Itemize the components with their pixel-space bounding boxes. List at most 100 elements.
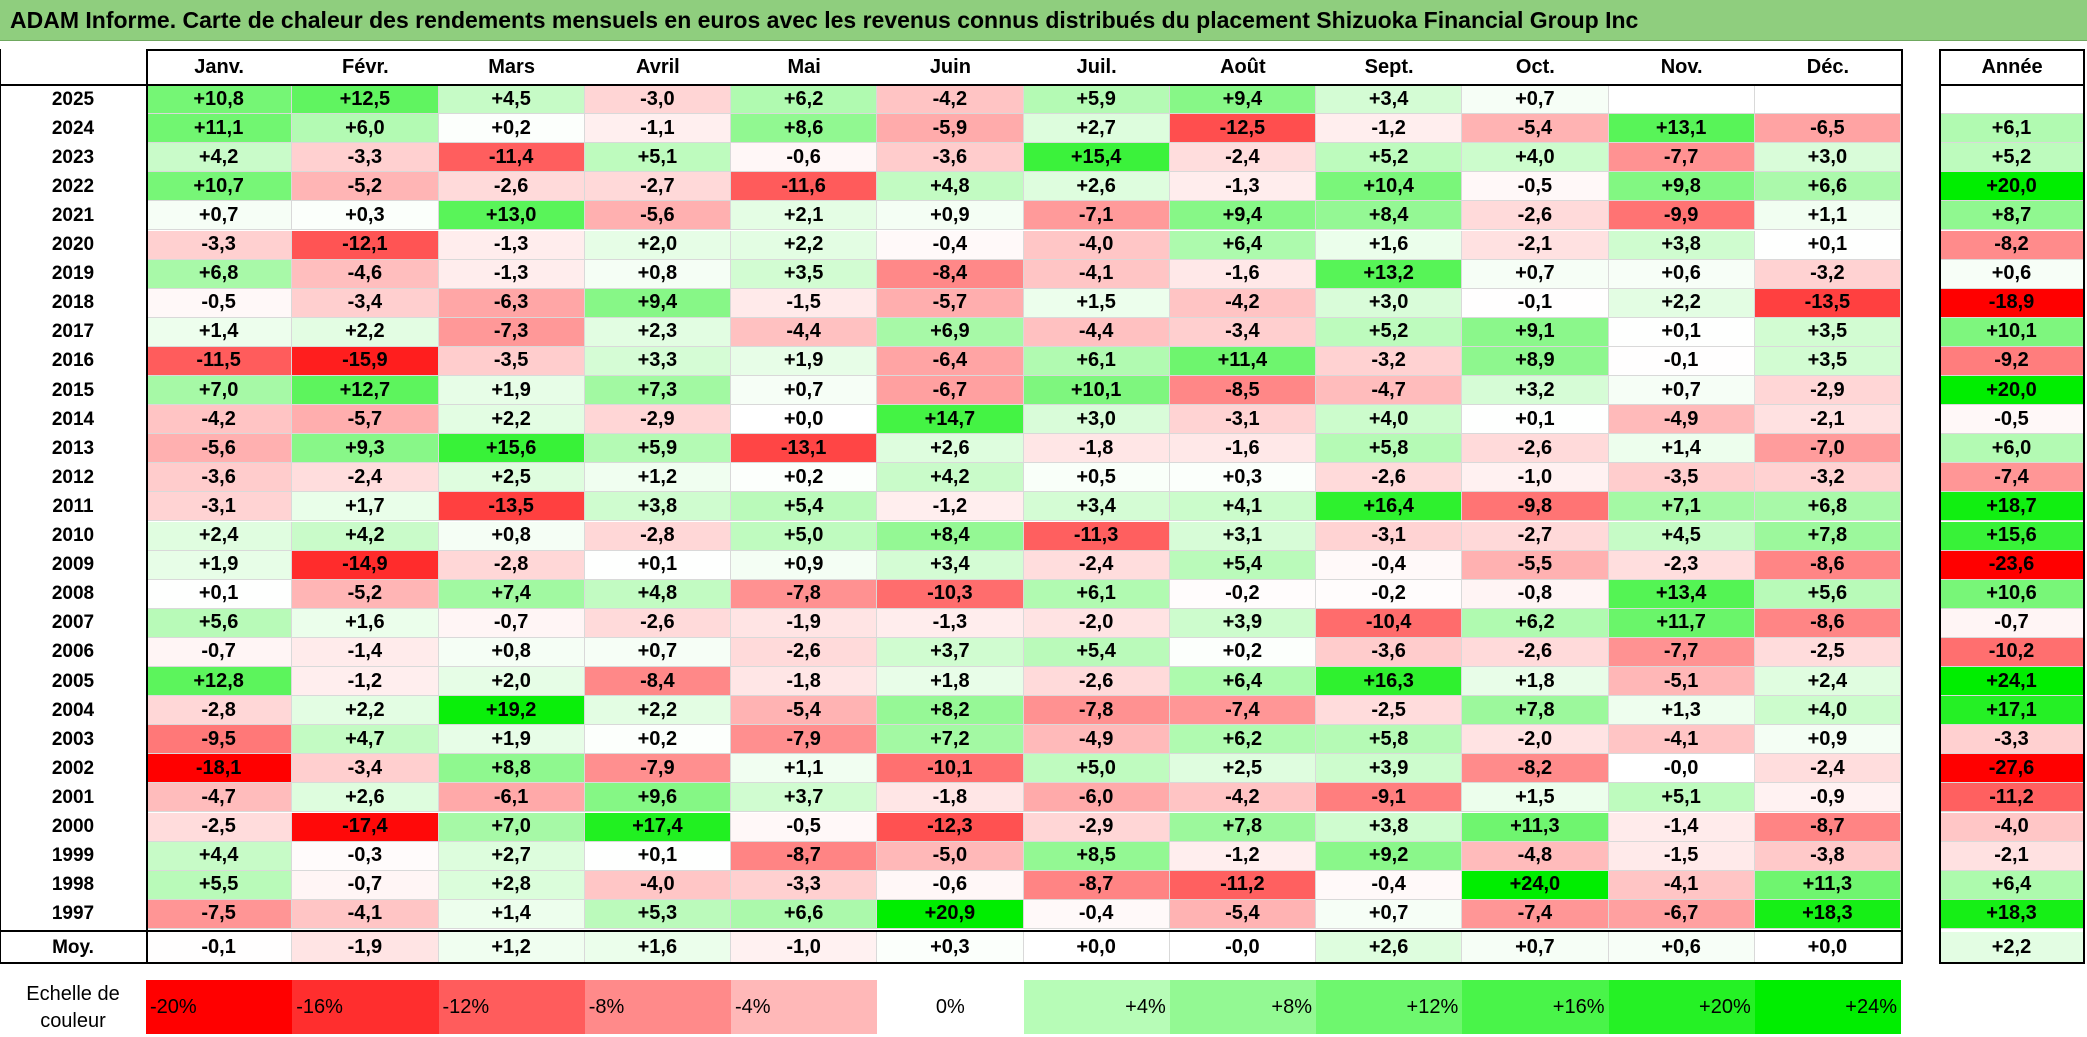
year-label: 2004 (51, 699, 95, 721)
heatmap-cell: -0,5 (146, 288, 293, 318)
month-header: Juin (929, 55, 971, 78)
annual-cell: +20,0 (1939, 376, 2085, 406)
heatmap-cell: -4,0 (584, 870, 731, 900)
annual-cell: -18,9 (1939, 288, 2085, 318)
heatmap-cell: -0,4 (1023, 899, 1170, 929)
average-cell: +0,3 (877, 931, 1024, 964)
annual-cell: -9,2 (1939, 346, 2085, 376)
heatmap-cell: -5,1 (1608, 667, 1755, 697)
heatmap-cell: +4,5 (1608, 521, 1755, 551)
heatmap-cell: +2,0 (584, 230, 731, 260)
heatmap-cell: -7,4 (1462, 899, 1609, 929)
heatmap-cell: -5,9 (877, 114, 1024, 144)
heatmap-cell: +0,7 (1462, 259, 1609, 289)
heatmap-cell: -5,6 (146, 434, 293, 464)
heatmap-cell: -1,8 (877, 783, 1024, 813)
color-scale-step: -8% (584, 980, 731, 1034)
year-label: 1998 (51, 874, 95, 896)
color-scale-step: +24% (1754, 980, 1901, 1034)
heatmap-cell: -6,4 (877, 346, 1024, 376)
heatmap-cell: -3,0 (584, 85, 731, 115)
chart-title: ADAM Informe. Carte de chaleur des rende… (10, 7, 1639, 33)
heatmap-cell: -2,8 (146, 696, 293, 726)
heatmap-cell: -6,1 (438, 783, 585, 813)
annual-header-rule (1939, 84, 2085, 86)
heatmap-cell: +5,1 (1608, 783, 1755, 813)
heatmap-cell: +24,0 (1462, 870, 1609, 900)
heatmap-cell: -8,2 (1462, 754, 1609, 784)
heatmap-cell: +20,9 (877, 899, 1024, 929)
heatmap-cell: -2,3 (1608, 550, 1755, 580)
heatmap-cell: -6,0 (1023, 783, 1170, 813)
heatmap-cell: +1,7 (292, 492, 439, 522)
heatmap-cell: +6,0 (292, 114, 439, 144)
heatmap-cell: +1,9 (731, 346, 878, 376)
heatmap-cell: -4,9 (1608, 405, 1755, 435)
heatmap-cell: +5,9 (1023, 85, 1170, 115)
heatmap-cell: +2,5 (438, 463, 585, 493)
heatmap-cell: -3,5 (438, 346, 585, 376)
heatmap-cell: -3,3 (292, 143, 439, 173)
annual-cell: -11,2 (1939, 783, 2085, 813)
heatmap-cell: +3,4 (1316, 85, 1463, 115)
heatmap-cell: -2,6 (1462, 637, 1609, 667)
heatmap-cell: +6,6 (731, 899, 878, 929)
heatmap-cell: +3,3 (584, 346, 731, 376)
heatmap-cell: -1,4 (1608, 812, 1755, 842)
annual-cell: -2,1 (1939, 841, 2085, 871)
heatmap-cell: +5,2 (1316, 143, 1463, 173)
heatmap-cell: -2,9 (584, 405, 731, 435)
heatmap-cell: +0,3 (292, 201, 439, 231)
annual-cell: -27,6 (1939, 754, 2085, 784)
heatmap-cell: +7,8 (1169, 812, 1316, 842)
heatmap-cell: -2,4 (1023, 550, 1170, 580)
heatmap-cell: +12,5 (292, 85, 439, 115)
heatmap-cell: +0,1 (584, 550, 731, 580)
heatmap-cell: -7,1 (1023, 201, 1170, 231)
year-label: 2024 (51, 117, 95, 139)
heatmap-cell: +0,1 (584, 841, 731, 871)
heatmap-cell: -3,4 (292, 288, 439, 318)
heatmap-cell: +0,7 (731, 376, 878, 406)
heatmap-cell: -3,3 (146, 230, 293, 260)
heatmap-cell: -3,2 (1754, 259, 1901, 289)
heatmap-cell: -2,0 (1023, 608, 1170, 638)
heatmap-cell: +5,4 (1169, 550, 1316, 580)
heatmap-cell: -4,1 (1608, 870, 1755, 900)
heatmap-cell: -2,6 (1462, 201, 1609, 231)
heatmap-cell: -0,4 (1316, 550, 1463, 580)
heatmap-cell: -2,5 (1754, 637, 1901, 667)
heatmap-cell: +4,2 (292, 521, 439, 551)
heatmap-cell: +6,1 (1023, 579, 1170, 609)
color-scale-step: +12% (1316, 980, 1463, 1034)
heatmap-cell: +0,8 (584, 259, 731, 289)
heatmap-cell: +5,8 (1316, 725, 1463, 755)
heatmap-cell: -12,3 (877, 812, 1024, 842)
heatmap-cell: -7,4 (1169, 696, 1316, 726)
heatmap-cell: -10,1 (877, 754, 1024, 784)
annual-cell: +5,2 (1939, 143, 2085, 173)
heatmap-cell: +7,0 (146, 376, 293, 406)
heatmap-cell: -6,5 (1754, 114, 1901, 144)
month-header: Oct. (1515, 55, 1555, 78)
annual-cell: +0,6 (1939, 259, 2085, 289)
heatmap-cell: +2,2 (438, 405, 585, 435)
heatmap-cell: -2,4 (292, 463, 439, 493)
heatmap-cell: -3,6 (1316, 637, 1463, 667)
heatmap-cell: -7,8 (731, 579, 878, 609)
heatmap-cell: -3,6 (877, 143, 1024, 173)
heatmap-cell: -3,5 (1608, 463, 1755, 493)
heatmap-cell: +14,7 (877, 405, 1024, 435)
heatmap-cell: +6,8 (146, 259, 293, 289)
year-column-rule (0, 49, 1, 964)
heatmap-cell: +1,4 (1608, 434, 1755, 464)
average-cell: +0,0 (1754, 931, 1901, 964)
heatmap-cell: +17,4 (584, 812, 731, 842)
heatmap-cell: +9,4 (1169, 85, 1316, 115)
heatmap-cell: -0,5 (1462, 172, 1609, 202)
heatmap-cell: +2,2 (292, 317, 439, 347)
heatmap-cell: +2,4 (1754, 667, 1901, 697)
heatmap-cell: -2,7 (584, 172, 731, 202)
heatmap-cell: -4,4 (1023, 317, 1170, 347)
heatmap-cell: +7,3 (584, 376, 731, 406)
